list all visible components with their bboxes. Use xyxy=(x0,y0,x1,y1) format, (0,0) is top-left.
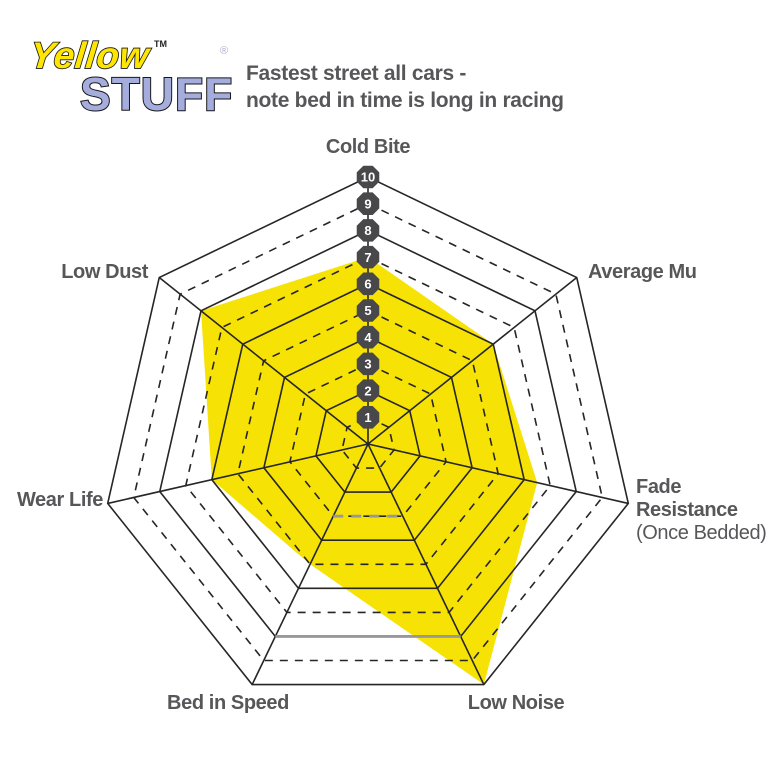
axis-spoke-wear-life xyxy=(107,443,369,505)
grid-ring-2 xyxy=(315,389,421,493)
scale-badge-label-4: 4 xyxy=(364,330,372,345)
scale-badge-2 xyxy=(356,379,380,402)
axis-label-low-dust: Low Dust xyxy=(61,261,148,283)
scale-badge-label-8: 8 xyxy=(364,223,371,238)
axis-label-cold-bite: Cold Bite xyxy=(325,136,411,158)
axis-spoke-average-mu xyxy=(367,276,578,445)
yellowstuff-logo: Yellow TM STUFF ® xyxy=(27,33,233,121)
scale-badge-1 xyxy=(356,406,380,429)
grid-ring-1 xyxy=(341,416,395,469)
scale-badge-label-9: 9 xyxy=(364,196,371,211)
logo-registered-symbol: ® xyxy=(220,45,228,57)
scale-badge-10 xyxy=(356,165,380,189)
grid-ring-3 xyxy=(289,363,447,517)
scale-badge-6 xyxy=(356,272,380,296)
scale-badge-label-6: 6 xyxy=(364,277,371,292)
logo-trademark-symbol: TM xyxy=(154,39,167,49)
axis-spoke-low-dust xyxy=(158,276,369,445)
value-area xyxy=(201,257,538,685)
logo-word-yellow: Yellow xyxy=(28,34,153,76)
scale-badge-9 xyxy=(356,192,380,215)
scale-badge-3 xyxy=(356,352,380,376)
grid-ring-4 xyxy=(263,336,473,542)
scale-badge-label-7: 7 xyxy=(364,250,371,265)
grid-ring-7 xyxy=(184,256,552,614)
grid-ring-6 xyxy=(210,282,526,590)
axis-label-fade-resistance: Fade Resistance (Once Bedded) xyxy=(636,476,768,545)
axis-spoke-bed-in-speed xyxy=(251,443,369,685)
logo-word-stuff: STUFF xyxy=(80,68,233,120)
scale-badge-5 xyxy=(356,299,380,322)
scale-badge-8 xyxy=(356,219,380,242)
axis-label-fade-resistance-main: Fade Resistance xyxy=(636,476,738,521)
scale-badge-label-2: 2 xyxy=(364,383,371,398)
axis-label-fade-resistance-sub: (Once Bedded) xyxy=(636,522,767,544)
axis-label-bed-in-speed: Bed in Speed xyxy=(167,692,289,714)
chart-title: Fastest street all cars - note bed in ti… xyxy=(246,60,564,114)
chart-title-line2: note bed in time is long in racing xyxy=(246,89,564,112)
grid-ring-9 xyxy=(132,202,604,662)
axis-label-low-noise: Low Noise xyxy=(467,692,565,714)
axis-label-average-mu: Average Mu xyxy=(588,261,697,283)
grid-ring-5 xyxy=(236,309,500,566)
axis-spoke-low-noise xyxy=(367,443,485,685)
scale-badge-4 xyxy=(356,325,380,349)
scale-badge-label-10: 10 xyxy=(361,170,375,185)
scale-badge-label-3: 3 xyxy=(364,357,371,372)
scale-badge-label-1: 1 xyxy=(364,410,371,425)
axis-label-wear-life: Wear Life xyxy=(16,489,103,511)
chart-title-line1: Fastest street all cars - xyxy=(246,62,467,85)
grid-ring-10 xyxy=(106,176,630,686)
scale-badge-label-5: 5 xyxy=(364,303,371,318)
scale-badge-7 xyxy=(356,245,380,269)
axis-spoke-fade-resistance xyxy=(367,443,629,505)
